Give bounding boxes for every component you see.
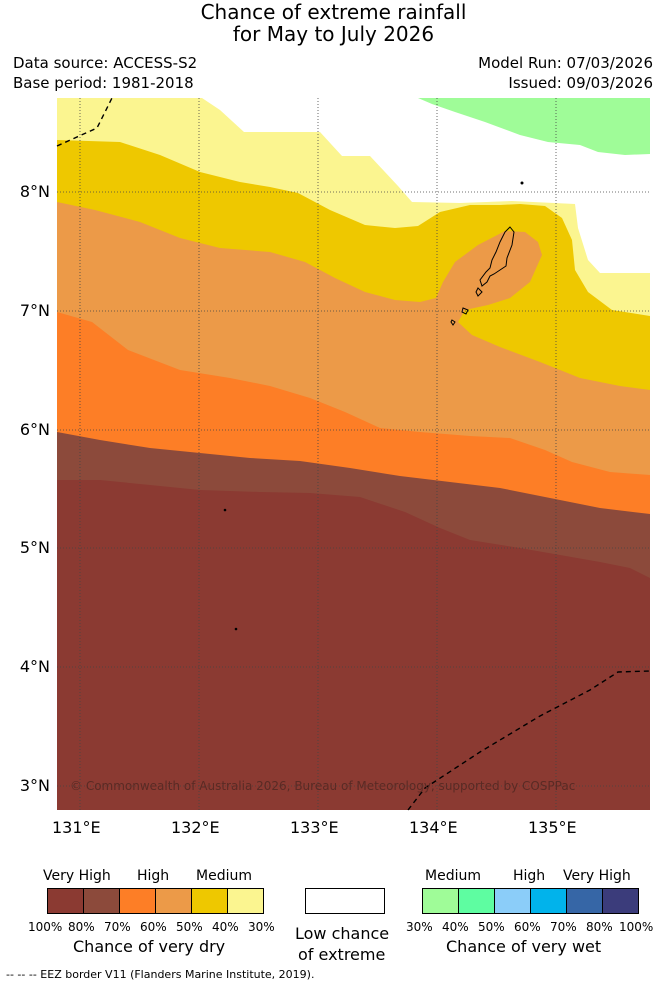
legend-wet-swatch-4	[566, 888, 603, 914]
map-title-line2: for May to July 2026	[232, 22, 435, 46]
legend-wet-swatch-3	[530, 888, 567, 914]
legend-wet-swatch-0	[422, 888, 459, 914]
model-run-label: Model Run: 07/03/2026	[478, 54, 653, 72]
legend-dry-very-high-label: Very High	[43, 868, 111, 884]
legend-dry-swatch-1	[83, 888, 120, 914]
legend-dry-tick-60: 60%	[140, 920, 167, 934]
dry-80-100-area	[57, 480, 650, 810]
legend-wet-tick-80: 80%	[586, 920, 613, 934]
base-period-label: Base period: 1981-2018	[13, 74, 194, 92]
legend-wet-tick-70: 70%	[550, 920, 577, 934]
kayangel-marker	[520, 181, 524, 185]
legend-dry-tick-70: 70%	[104, 920, 131, 934]
legend-dry-caption: Chance of very dry	[73, 937, 226, 956]
copyright-notice: © Commonwealth of Australia 2026, Bureau…	[70, 779, 576, 793]
eez-footnote: -- -- -- EEZ border V11 (Flanders Marine…	[6, 968, 315, 981]
legend-wet-very-high-label: Very High	[563, 868, 631, 884]
legend-dry-swatch-2	[119, 888, 156, 914]
legend-wet-medium-label: Medium	[425, 868, 481, 884]
legend-wet-high-label: High	[513, 868, 546, 884]
legend-wet-tick-60: 60%	[514, 920, 541, 934]
legend-wet-swatch-1	[458, 888, 495, 914]
legend-wet-swatch-5	[602, 888, 639, 914]
legend-wet-swatch-2	[494, 888, 531, 914]
legend-wet-tick-30: 30%	[406, 920, 433, 934]
legend-dry-swatch-3	[155, 888, 192, 914]
legend-dry-swatch-5	[227, 888, 264, 914]
legend-low-chance-swatch	[305, 888, 385, 914]
legend-low-chance-caption-line2: of extreme	[298, 945, 386, 964]
lon-label-131e: 131°E	[52, 818, 101, 837]
legend-dry-medium-label: Medium	[196, 868, 252, 884]
legend-wet-tick-40: 40%	[442, 920, 469, 934]
legend-dry-tick-100: 100%	[28, 920, 63, 934]
lat-label-3n: 3°N	[19, 776, 50, 795]
lat-label-6n: 6°N	[19, 420, 50, 439]
legend-wet-tick-100: 100%	[619, 920, 654, 934]
data-source-label: Data source: ACCESS-S2	[13, 54, 198, 72]
koror-islands-outline	[475, 287, 483, 297]
lon-label-135e: 135°E	[528, 818, 577, 837]
legend-wet-caption: Chance of very wet	[446, 937, 602, 956]
lat-label-7n: 7°N	[19, 301, 50, 320]
eez-border	[56, 97, 651, 811]
legend-dry-swatch-4	[191, 888, 228, 914]
tobi-island-marker	[223, 508, 227, 512]
map-fill-layers	[57, 98, 650, 810]
issued-label: Issued: 09/03/2026	[508, 74, 653, 92]
legend-dry-swatch-0	[47, 888, 84, 914]
lon-label-133e: 133°E	[290, 818, 339, 837]
helen-reef-marker	[234, 627, 238, 631]
map-title-line1: Chance of extreme rainfall	[200, 0, 467, 24]
lon-label-132e: 132°E	[171, 818, 220, 837]
lat-label-5n: 5°N	[19, 538, 50, 557]
legend-dry-high-label: High	[137, 868, 170, 884]
lat-label-4n: 4°N	[19, 657, 50, 676]
babeldaob-island-outline	[479, 226, 515, 287]
legend-dry-tick-80: 80%	[68, 920, 95, 934]
angaur-island-outline	[450, 319, 456, 326]
legend-wet-tick-50: 50%	[478, 920, 505, 934]
legend-dry-tick-50: 50%	[176, 920, 203, 934]
wet-30-40-area	[418, 98, 650, 155]
lat-label-8n: 8°N	[19, 182, 50, 201]
lon-label-134e: 134°E	[409, 818, 458, 837]
eez-border-southeast	[407, 670, 651, 811]
legend-dry-tick-30: 30%	[248, 920, 275, 934]
legend-low-chance-caption-line1: Low chance	[295, 924, 390, 943]
legend-dry-tick-40: 40%	[212, 920, 239, 934]
eez-border-northwest	[56, 97, 113, 147]
